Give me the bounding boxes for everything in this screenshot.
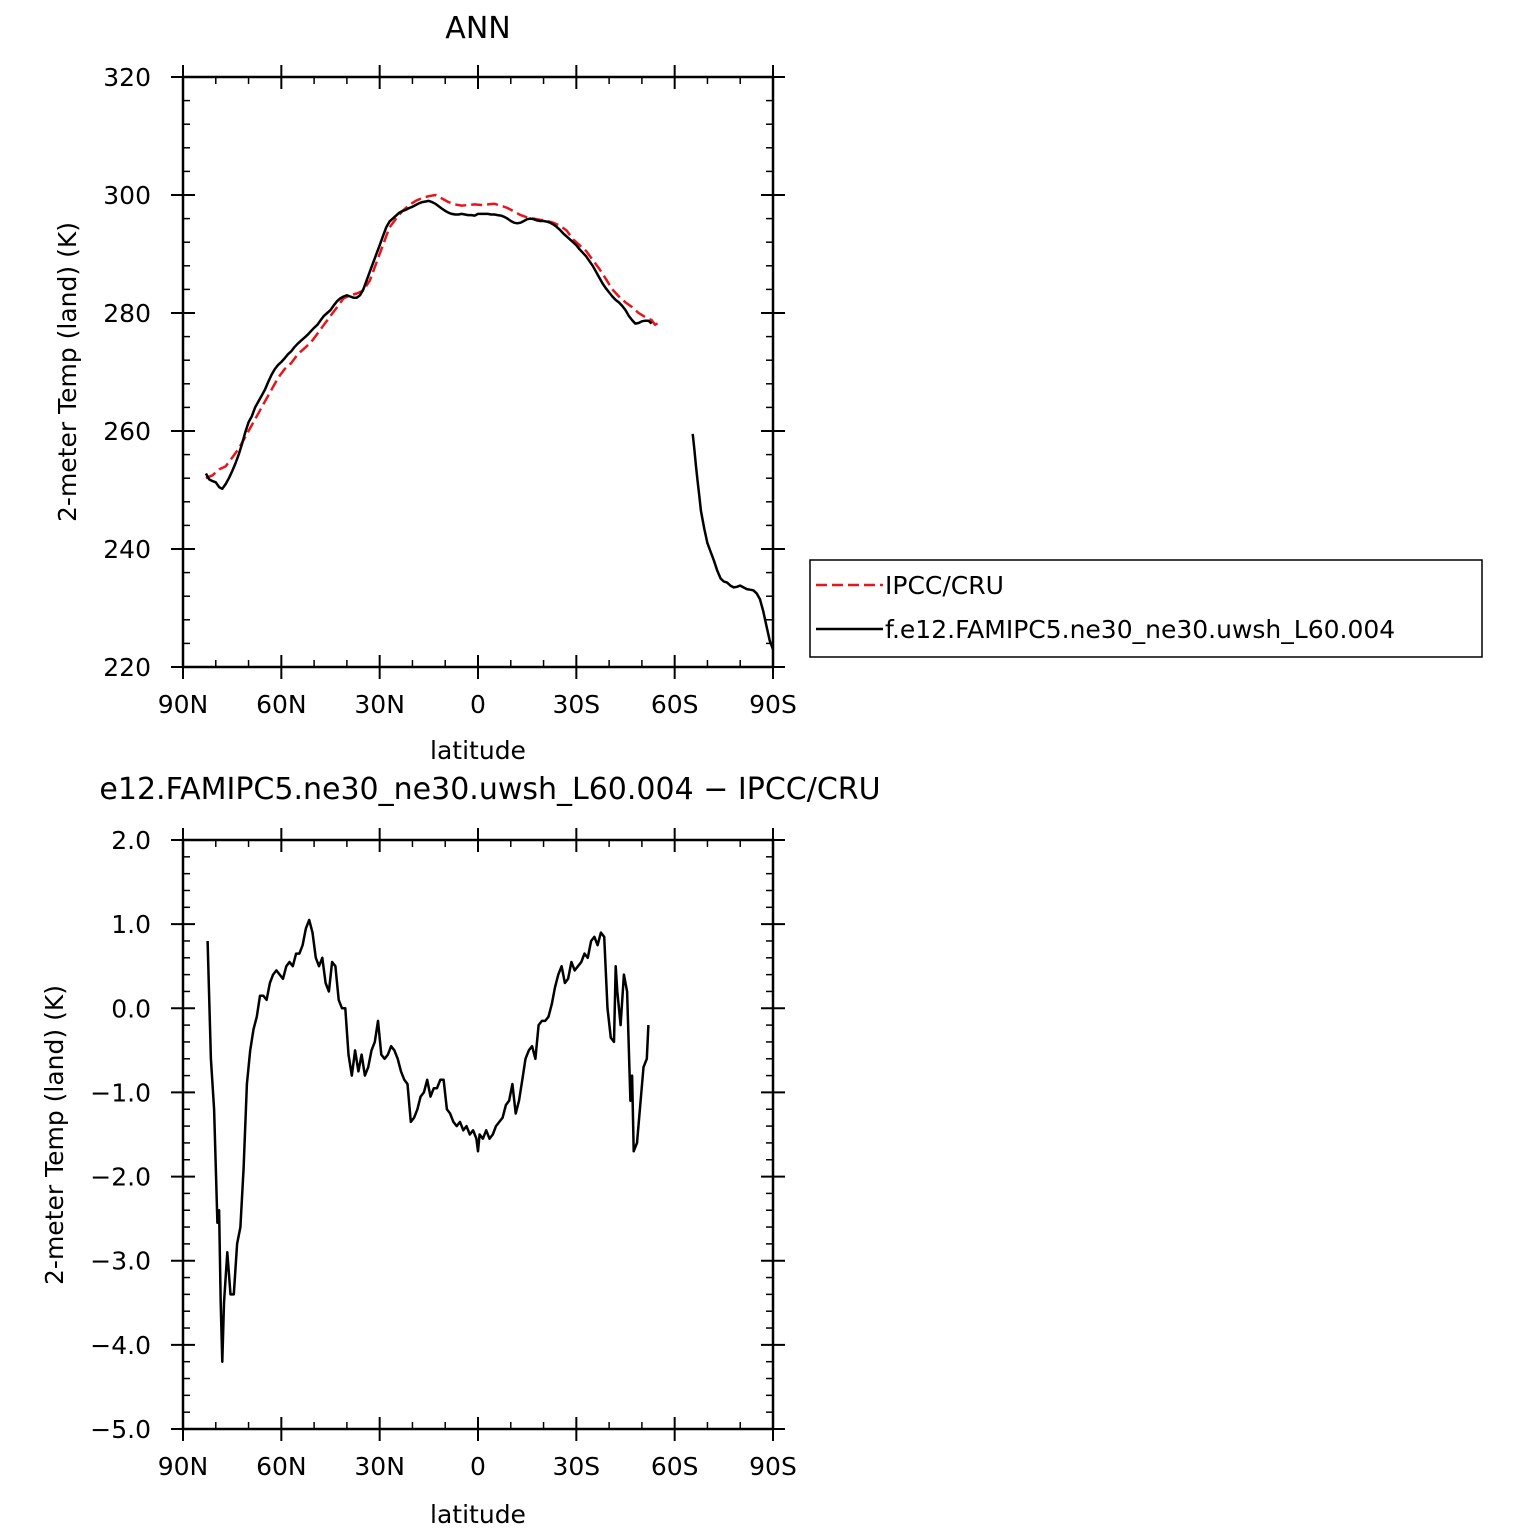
top-chart: ANN 90N 60N 30N 0 30S 60S 90S 220 240 260 280 300 32… xyxy=(53,11,1483,765)
top-y-tick-label: 300 xyxy=(103,181,151,210)
top-chart-series xyxy=(204,193,775,650)
bottom-y-tick-label: 2.0 xyxy=(111,826,151,855)
top-x-tick-label: 60S xyxy=(651,690,699,719)
bottom-y-tick-label: −5.0 xyxy=(90,1415,151,1444)
bottom-y-axis-label: 2-meter Temp (land) (K) xyxy=(40,985,69,1285)
bottom-x-tick-label: 30S xyxy=(552,1452,600,1481)
top-x-tick-label: 90S xyxy=(749,690,797,719)
top-x-axis-label: latitude xyxy=(430,736,526,765)
legend-label-model: f.e12.FAMIPC5.ne30_ne30.uwsh_L60.004 xyxy=(885,615,1395,644)
top-y-tick-label: 260 xyxy=(103,417,151,446)
top-series-line-1-1 xyxy=(691,433,775,650)
bottom-x-tick-label: 60N xyxy=(256,1452,307,1481)
bottom-x-tick-label: 60S xyxy=(651,1452,699,1481)
top-x-tick-label: 30S xyxy=(552,690,600,719)
bottom-y-tick-label: −3.0 xyxy=(90,1247,151,1276)
top-x-tick-label: 60N xyxy=(256,690,307,719)
bottom-x-tick-label: 0 xyxy=(470,1452,486,1481)
bottom-y-tick-label: 0.0 xyxy=(111,994,151,1023)
top-chart-title: ANN xyxy=(445,11,510,46)
legend: IPCC/CRU f.e12.FAMIPC5.ne30_ne30.uwsh_L6… xyxy=(809,559,1483,658)
top-x-tick-label: 30N xyxy=(354,690,405,719)
bottom-y-tick-label: −4.0 xyxy=(90,1331,151,1360)
top-series-line-0-0 xyxy=(205,193,659,480)
legend-label-cru: IPCC/CRU xyxy=(885,571,1004,600)
top-series-line-1-0 xyxy=(204,199,653,491)
top-y-tick-label: 220 xyxy=(103,653,151,682)
bottom-plot-frame xyxy=(181,838,775,1431)
bottom-series-line-0-0 xyxy=(206,918,650,1363)
top-x-tick-label: 90N xyxy=(158,690,209,719)
bottom-y-tick-label: 1.0 xyxy=(111,910,151,939)
bottom-chart-axes: 90N 60N 30N 0 30S 60S 90S −5.0 −4.0 −3.0 −2.0 −1.0 0… xyxy=(90,826,797,1481)
top-plot-frame xyxy=(181,75,775,669)
bottom-chart-series xyxy=(206,918,650,1363)
legend-box xyxy=(809,559,1483,658)
bottom-y-tick-label: −1.0 xyxy=(90,1078,151,1107)
bottom-x-tick-label: 30N xyxy=(354,1452,405,1481)
bottom-x-axis-label: latitude xyxy=(430,1500,526,1529)
bottom-y-tick-label: −2.0 xyxy=(90,1163,151,1192)
top-x-tick-label: 0 xyxy=(470,690,486,719)
top-y-tick-label: 320 xyxy=(103,63,151,92)
bottom-chart: e12.FAMIPC5.ne30_ne30.uwsh_L60.004 − IPC… xyxy=(40,772,881,1529)
bottom-chart-title: e12.FAMIPC5.ne30_ne30.uwsh_L60.004 − IPC… xyxy=(99,772,880,807)
top-chart-axes: 90N 60N 30N 0 30S 60S 90S 220 240 260 280 300 320 xyxy=(103,63,797,719)
top-y-axis-label: 2-meter Temp (land) (K) xyxy=(53,222,82,522)
bottom-x-tick-label: 90S xyxy=(749,1452,797,1481)
top-y-tick-label: 280 xyxy=(103,299,151,328)
bottom-x-tick-label: 90N xyxy=(158,1452,209,1481)
top-y-tick-label: 240 xyxy=(103,535,151,564)
